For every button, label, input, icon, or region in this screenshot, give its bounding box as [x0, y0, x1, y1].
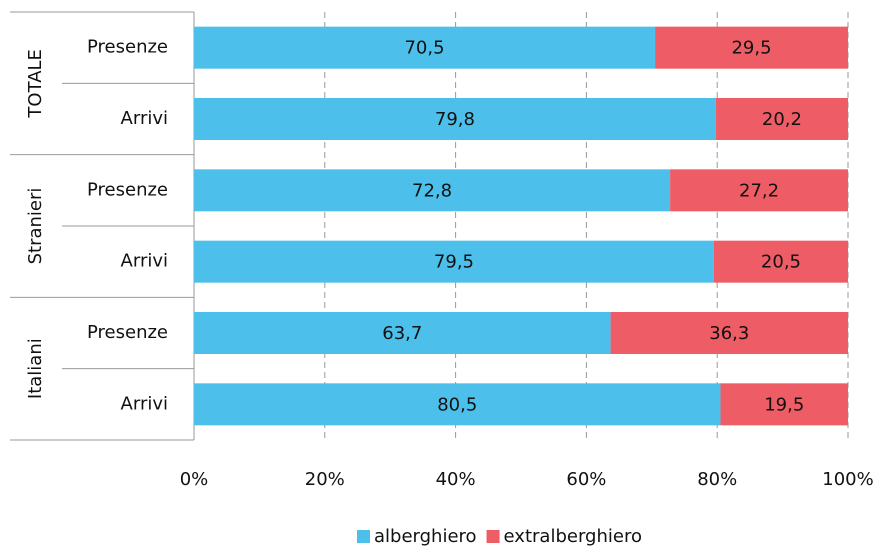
data-label: 19,5 [764, 394, 804, 415]
bar-segment [194, 240, 714, 283]
data-label: 20,2 [762, 109, 802, 130]
group-label: Stranieri [25, 188, 46, 265]
data-label: 79,5 [434, 252, 474, 273]
data-label: 27,2 [739, 180, 779, 201]
category-label: Presenze [87, 179, 168, 200]
data-label: 70,5 [404, 38, 444, 59]
x-tick-label: 20% [305, 469, 345, 490]
bar-segment [194, 26, 656, 69]
legend-swatch [486, 530, 500, 543]
x-tick-label: 40% [436, 469, 476, 490]
legend-label: alberghiero [374, 526, 477, 547]
bar-segment [194, 383, 721, 426]
category-label: Presenze [87, 37, 168, 58]
x-tick-label: 100% [822, 469, 873, 490]
data-label: 29,5 [731, 38, 771, 59]
data-label: 79,8 [435, 109, 475, 130]
x-tick-label: 80% [697, 469, 737, 490]
legend-swatch [357, 530, 370, 543]
bar-segment [715, 98, 848, 140]
data-label: 80,5 [437, 394, 477, 415]
group-label: TOTALE [25, 49, 46, 118]
bar-segment [655, 26, 848, 69]
bar-segment [720, 383, 848, 426]
bar-segment [194, 169, 671, 212]
bar-segment [194, 312, 611, 354]
legend-label: extralberghiero [504, 526, 642, 547]
x-tick-label: 60% [566, 469, 606, 490]
data-label: 36,3 [709, 323, 749, 344]
bar-segment [670, 169, 848, 212]
x-tick-label: 0% [180, 469, 209, 490]
group-label: Italiani [25, 338, 46, 399]
bar-segment [610, 312, 848, 354]
data-label: 72,8 [412, 180, 452, 201]
category-label: Arrivi [121, 251, 168, 272]
category-label: Presenze [87, 322, 168, 343]
data-label: 20,5 [761, 252, 801, 273]
category-label: Arrivi [121, 393, 168, 414]
bar-segment [713, 240, 848, 283]
bar-segment [194, 98, 716, 140]
category-label: Arrivi [121, 108, 168, 129]
data-label: 63,7 [382, 323, 422, 344]
